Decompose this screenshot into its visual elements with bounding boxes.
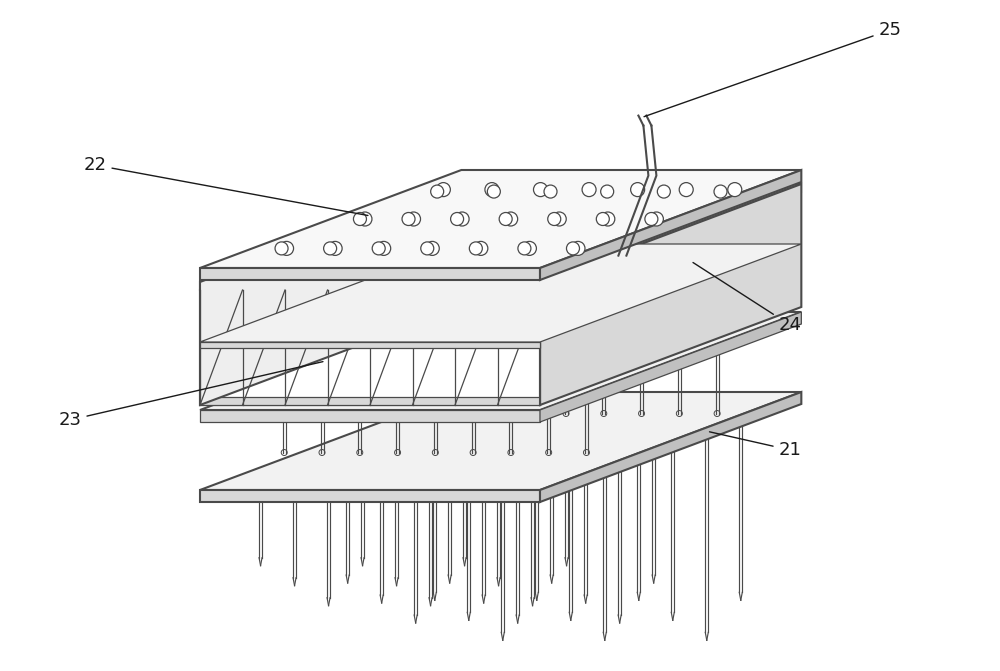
Circle shape	[402, 213, 415, 225]
Text: 23: 23	[58, 362, 323, 429]
Polygon shape	[200, 290, 540, 405]
Circle shape	[431, 185, 444, 198]
Polygon shape	[540, 184, 801, 405]
Circle shape	[328, 242, 342, 256]
Text: 25: 25	[644, 21, 902, 117]
Circle shape	[469, 242, 482, 255]
Circle shape	[499, 213, 512, 225]
Polygon shape	[540, 170, 801, 280]
Polygon shape	[540, 312, 801, 422]
Circle shape	[566, 242, 579, 255]
Circle shape	[485, 183, 499, 197]
Circle shape	[425, 242, 439, 256]
Circle shape	[421, 242, 434, 255]
Polygon shape	[200, 397, 540, 405]
Circle shape	[358, 212, 372, 226]
Circle shape	[518, 242, 531, 255]
Circle shape	[631, 183, 645, 197]
Polygon shape	[200, 170, 801, 268]
Text: 22: 22	[84, 156, 368, 215]
Polygon shape	[200, 410, 540, 422]
Circle shape	[552, 212, 566, 226]
Text: 24: 24	[693, 262, 802, 334]
Text: 21: 21	[710, 432, 801, 459]
Circle shape	[436, 183, 450, 197]
Circle shape	[649, 212, 663, 226]
Circle shape	[455, 212, 469, 226]
Polygon shape	[200, 392, 801, 490]
Circle shape	[596, 213, 609, 225]
Polygon shape	[200, 244, 801, 342]
Circle shape	[533, 183, 547, 197]
Circle shape	[487, 185, 500, 198]
Circle shape	[474, 242, 488, 256]
Polygon shape	[200, 184, 801, 282]
Circle shape	[280, 242, 294, 256]
Circle shape	[728, 183, 742, 197]
Circle shape	[324, 242, 337, 255]
Circle shape	[451, 213, 464, 225]
Circle shape	[504, 212, 518, 226]
Circle shape	[407, 212, 421, 226]
Polygon shape	[200, 282, 540, 290]
Circle shape	[645, 213, 658, 225]
Circle shape	[582, 183, 596, 197]
Circle shape	[353, 213, 366, 225]
Circle shape	[679, 183, 693, 197]
Polygon shape	[461, 184, 801, 192]
Circle shape	[657, 185, 670, 198]
Polygon shape	[200, 184, 461, 405]
Circle shape	[601, 212, 615, 226]
Circle shape	[714, 185, 727, 198]
Circle shape	[377, 242, 391, 256]
Circle shape	[571, 242, 585, 256]
Circle shape	[522, 242, 536, 256]
Circle shape	[372, 242, 385, 255]
Polygon shape	[200, 342, 540, 348]
Polygon shape	[200, 312, 801, 410]
Circle shape	[275, 242, 288, 255]
Circle shape	[544, 185, 557, 198]
Circle shape	[548, 213, 561, 225]
Circle shape	[601, 185, 614, 198]
Polygon shape	[540, 392, 801, 502]
Polygon shape	[200, 490, 540, 502]
Polygon shape	[200, 268, 540, 280]
